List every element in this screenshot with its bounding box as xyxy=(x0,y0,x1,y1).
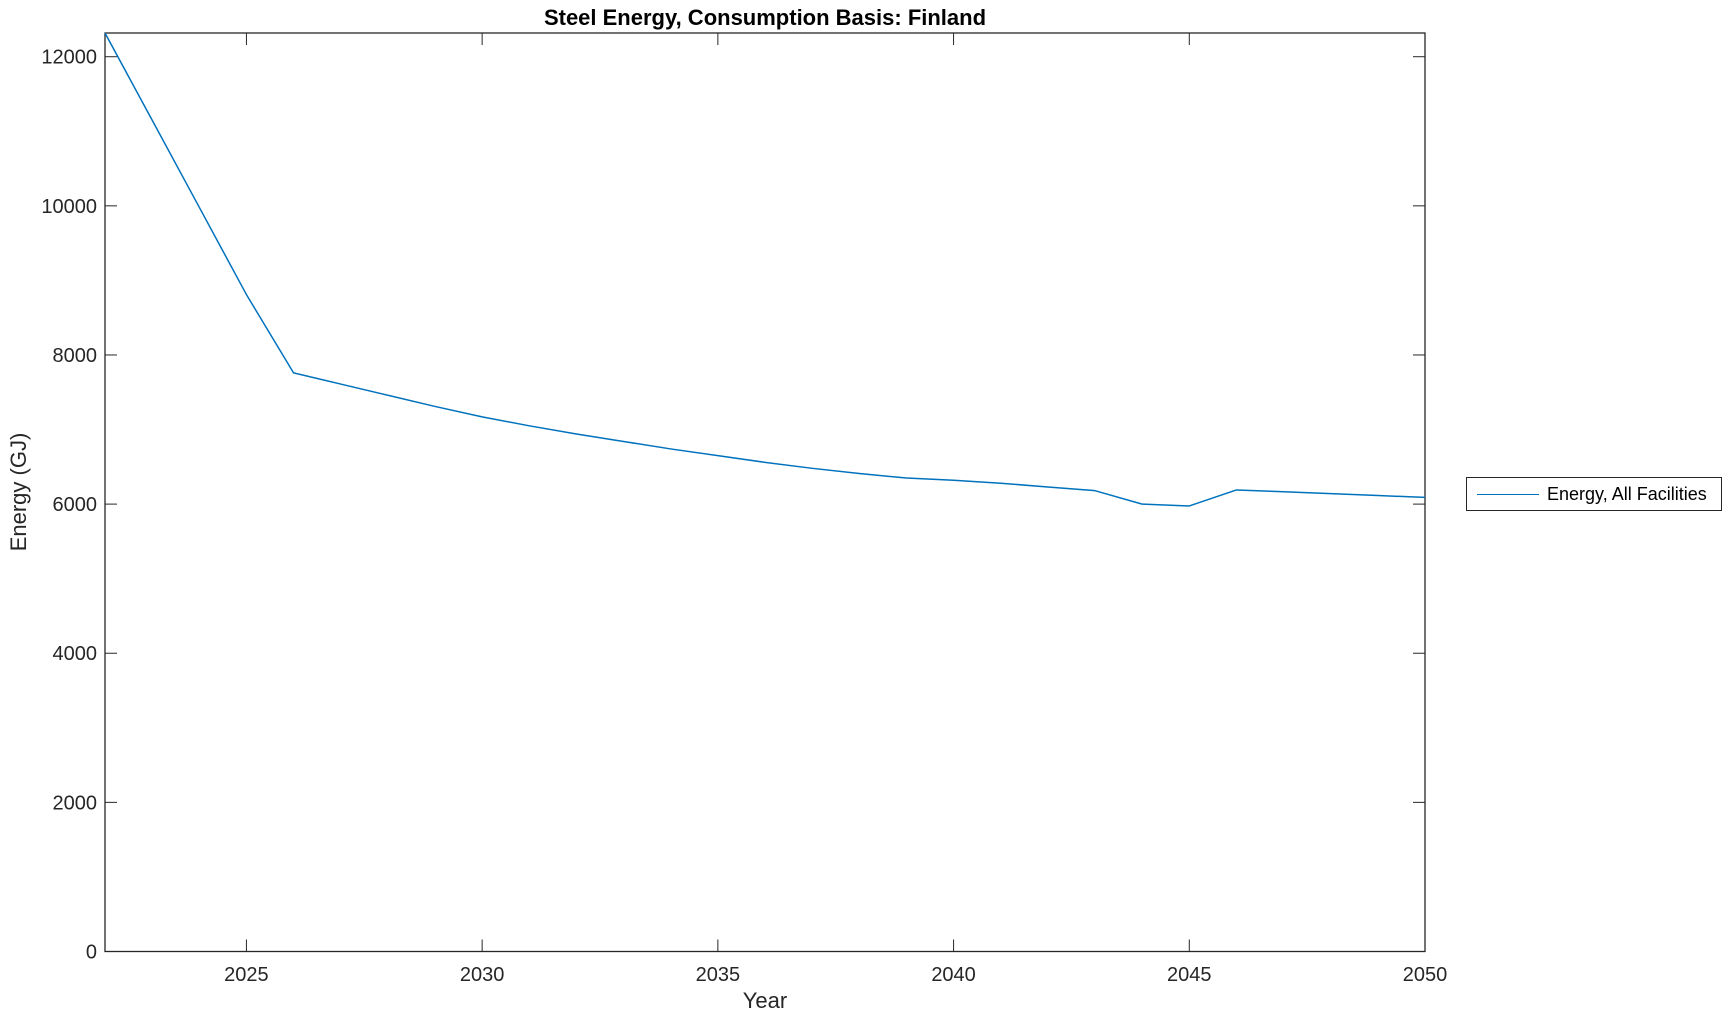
data-line xyxy=(104,32,1426,507)
y-tick-label: 2000 xyxy=(53,792,98,814)
x-tick-label: 2050 xyxy=(1403,964,1448,986)
y-tick-label: 6000 xyxy=(53,494,98,516)
legend-line-sample xyxy=(1477,493,1539,495)
chart-title: Steel Energy, Consumption Basis: Finland xyxy=(543,5,987,30)
x-tick-label: 2040 xyxy=(931,964,976,986)
x-tick-label: 2025 xyxy=(224,964,269,986)
x-tick-label: 2045 xyxy=(1167,964,1212,986)
y-tick-label: 8000 xyxy=(53,345,98,367)
y-tick-label: 12000 xyxy=(41,47,97,69)
axes-box xyxy=(104,32,1426,953)
x-tick-label: 2035 xyxy=(696,964,741,986)
y-tick-label: 0 xyxy=(86,942,97,964)
y-axis-label: Energy (GJ) xyxy=(6,432,31,552)
legend-label: Energy, All Facilities xyxy=(1547,483,1707,504)
y-tick-label: 10000 xyxy=(41,196,97,218)
y-tick-label: 4000 xyxy=(53,643,98,665)
x-axis-label: Year xyxy=(742,988,788,1013)
legend: Energy, All Facilities xyxy=(1466,477,1722,511)
x-tick-label: 2030 xyxy=(460,964,505,986)
